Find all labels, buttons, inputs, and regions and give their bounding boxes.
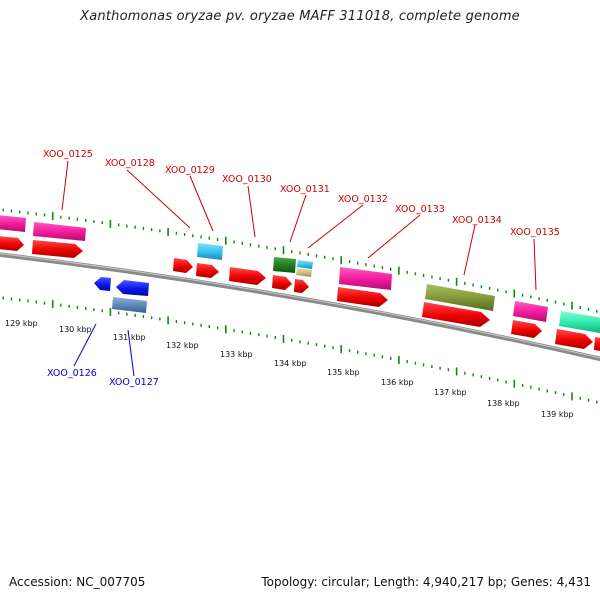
gene-feature-olive[interactable] bbox=[425, 284, 495, 311]
gene-arrow-blue[interactable] bbox=[116, 280, 149, 296]
gene-label[interactable]: XOO_0128 bbox=[105, 158, 155, 169]
gene-arrow-red[interactable] bbox=[173, 258, 193, 273]
kbp-label: 131 kbp bbox=[113, 333, 146, 342]
leader-line bbox=[127, 329, 135, 377]
gene-arrow-red[interactable] bbox=[32, 240, 83, 258]
gene-label[interactable]: XOO_0132 bbox=[338, 194, 388, 205]
leader-line bbox=[73, 323, 97, 367]
gene-arrow-red[interactable] bbox=[272, 275, 292, 290]
gene-feature-mint[interactable] bbox=[559, 311, 600, 333]
gene-arrow-red[interactable] bbox=[294, 279, 309, 293]
leader-line bbox=[463, 224, 476, 276]
gene-features bbox=[0, 215, 600, 351]
gene-feature-pink[interactable] bbox=[33, 222, 86, 241]
kbp-label: 137 kbp bbox=[434, 388, 467, 397]
kbp-label: 130 kbp bbox=[59, 325, 92, 334]
gene-feature-steel[interactable] bbox=[112, 297, 147, 313]
leader-line bbox=[307, 204, 364, 249]
gene-arrow-red[interactable] bbox=[594, 337, 600, 351]
gene-label[interactable]: XOO_0134 bbox=[452, 215, 502, 226]
gene-feature-cyan[interactable] bbox=[197, 243, 223, 260]
kbp-label: 132 kbp bbox=[166, 341, 199, 350]
tick-track-top bbox=[2, 208, 598, 313]
topology-label: Topology: circular; Length: 4,940,217 bp… bbox=[261, 575, 591, 589]
gene-label[interactable]: XOO_0130 bbox=[222, 174, 272, 185]
gene-arrow-red[interactable] bbox=[422, 302, 490, 327]
gene-feature-pink[interactable] bbox=[513, 301, 548, 322]
leader-line bbox=[533, 238, 537, 291]
gene-arrow-red[interactable] bbox=[511, 320, 542, 338]
kbp-label: 136 kbp bbox=[381, 378, 414, 387]
kbp-label: 139 kbp bbox=[541, 410, 574, 419]
leader-line bbox=[61, 160, 69, 211]
gene-arrow-blue[interactable] bbox=[94, 277, 111, 291]
kbp-label: 134 kbp bbox=[274, 359, 307, 368]
leader-line bbox=[367, 214, 421, 259]
leader-line bbox=[289, 194, 307, 243]
gene-feature-cyan-small[interactable] bbox=[297, 260, 313, 269]
gene-label[interactable]: XOO_0129 bbox=[165, 165, 215, 176]
gene-label[interactable]: XOO_0125 bbox=[43, 149, 93, 160]
kbp-label: 135 kbp bbox=[327, 368, 360, 377]
gene-label[interactable]: XOO_0131 bbox=[280, 184, 330, 195]
kbp-label: 138 kbp bbox=[487, 399, 520, 408]
gene-feature-green[interactable] bbox=[273, 257, 296, 273]
leader-line bbox=[247, 185, 256, 238]
gene-labels: XOO_0125 XOO_0128 XOO_0129 XOO_0130 XOO_… bbox=[43, 149, 560, 388]
gene-arrow-red[interactable] bbox=[337, 287, 388, 307]
leader-line bbox=[189, 175, 214, 232]
gene-label[interactable]: XOO_0127 bbox=[109, 377, 159, 388]
tick-track-bottom bbox=[2, 296, 598, 404]
kbp-scale-labels: 129 kbp 130 kbp 131 kbp 132 kbp 133 kbp … bbox=[5, 319, 574, 419]
gene-arrow-red[interactable] bbox=[196, 263, 219, 278]
leader-line bbox=[126, 169, 191, 229]
gene-arrow-red[interactable] bbox=[555, 329, 593, 349]
kbp-label: 133 kbp bbox=[220, 350, 253, 359]
genome-backbone bbox=[0, 252, 600, 362]
gene-feature-pink[interactable] bbox=[0, 215, 26, 232]
gene-label[interactable]: XOO_0135 bbox=[510, 227, 560, 238]
kbp-label: 129 kbp bbox=[5, 319, 38, 328]
gene-label[interactable]: XOO_0133 bbox=[395, 204, 445, 215]
accession-label: Accession: NC_007705 bbox=[9, 575, 146, 589]
gene-feature-pink[interactable] bbox=[339, 267, 392, 290]
gene-arrow-red[interactable] bbox=[229, 267, 266, 285]
gene-feature-khaki-small[interactable] bbox=[296, 268, 312, 277]
gene-arrow-red[interactable] bbox=[0, 236, 24, 251]
gene-label[interactable]: XOO_0126 bbox=[47, 368, 97, 379]
label-leader-lines bbox=[61, 160, 537, 377]
genome-title: Xanthomonas oryzae pv. oryzae MAFF 31101… bbox=[80, 9, 520, 24]
genome-backbone-highlight bbox=[0, 253, 600, 359]
